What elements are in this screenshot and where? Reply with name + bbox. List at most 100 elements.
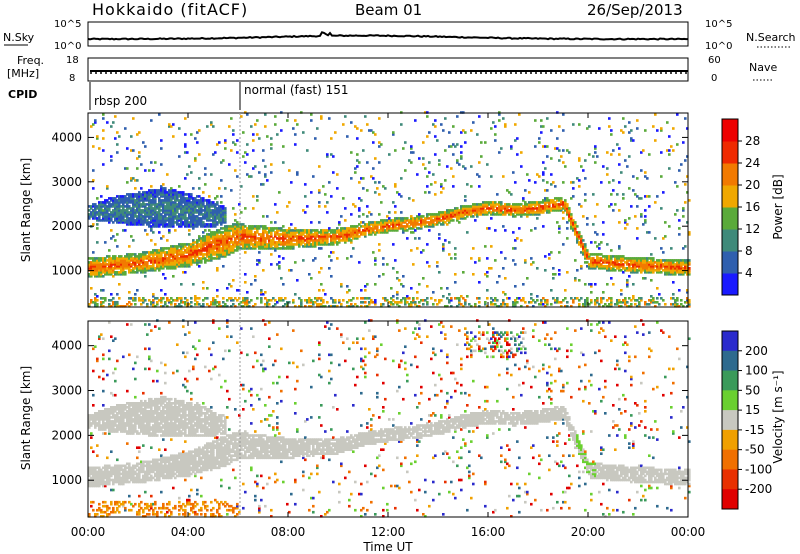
data-cell [178, 251, 181, 254]
data-cell [132, 117, 135, 120]
data-cell [482, 209, 485, 212]
data-cell [270, 147, 273, 150]
data-cell [200, 211, 203, 214]
data-cell [402, 219, 405, 222]
data-cell [102, 301, 105, 304]
data-cell [456, 207, 459, 210]
data-cell [454, 213, 457, 216]
data-cell [470, 213, 473, 216]
data-cell [308, 237, 311, 240]
data-cell [410, 221, 413, 224]
data-cell [98, 271, 101, 274]
data-cell [398, 221, 401, 224]
data-cell [116, 273, 119, 276]
data-cell [140, 197, 143, 200]
data-cell [184, 225, 187, 228]
data-cell [190, 195, 193, 198]
data-cell [278, 265, 281, 268]
data-cell [162, 219, 165, 222]
data-cell [674, 305, 677, 308]
data-cell [172, 217, 175, 220]
data-cell [134, 271, 137, 274]
data-cell [340, 229, 343, 232]
data-cell [686, 291, 689, 294]
data-cell [112, 215, 115, 218]
data-cell [364, 227, 367, 230]
data-cell [160, 219, 163, 222]
data-cell [564, 289, 567, 292]
data-cell [600, 299, 603, 302]
data-cell [516, 203, 519, 206]
data-cell [254, 165, 257, 168]
data-cell [114, 267, 117, 270]
data-cell [186, 223, 189, 226]
data-cell [154, 199, 157, 202]
data-cell [568, 219, 571, 222]
data-cell [124, 263, 127, 266]
data-cell [392, 299, 395, 302]
data-cell [678, 259, 681, 262]
data-cell [160, 251, 163, 254]
data-cell [380, 143, 383, 146]
data-cell [112, 199, 115, 202]
data-cell [152, 257, 155, 260]
data-cell [216, 245, 219, 248]
data-cell [156, 297, 159, 300]
data-cell [138, 219, 141, 222]
data-cell [418, 157, 421, 160]
data-cell [132, 177, 135, 180]
data-cell [88, 470, 91, 474]
data-cell [368, 231, 371, 234]
data-cell [174, 193, 177, 196]
data-cell [92, 265, 95, 268]
data-cell [238, 203, 241, 206]
data-cell [254, 233, 257, 236]
data-cell [118, 221, 121, 224]
data-cell [514, 263, 517, 266]
data-cell [100, 301, 103, 304]
data-cell [114, 257, 117, 260]
data-cell [142, 299, 145, 302]
data-cell [464, 303, 467, 306]
data-cell [192, 223, 195, 226]
data-cell [630, 129, 633, 132]
data-cell [452, 219, 455, 222]
data-cell [412, 225, 415, 228]
data-cell [410, 151, 413, 154]
data-cell [474, 261, 477, 264]
data-cell [202, 245, 205, 248]
data-cell [494, 229, 497, 232]
data-cell [366, 215, 369, 218]
data-cell [588, 283, 591, 286]
data-cell [472, 209, 475, 212]
data-cell [288, 239, 291, 242]
data-cell [644, 267, 647, 270]
data-cell [668, 265, 671, 268]
data-cell [184, 297, 187, 300]
data-cell [156, 189, 159, 192]
data-cell [218, 303, 221, 306]
data-cell [128, 219, 131, 222]
data-cell [324, 293, 327, 296]
data-cell [326, 243, 329, 246]
data-cell [208, 241, 211, 244]
data-cell [186, 261, 189, 264]
data-cell [530, 297, 533, 300]
data-cell [542, 179, 545, 182]
data-cell [318, 237, 321, 240]
data-cell [650, 295, 653, 298]
data-cell [120, 255, 123, 258]
data-cell [394, 185, 397, 188]
data-cell [504, 125, 507, 128]
data-cell [462, 165, 465, 168]
data-cell [114, 305, 117, 308]
data-cell [130, 193, 133, 196]
data-cell [670, 263, 673, 266]
data-cell [184, 255, 187, 258]
data-cell [680, 163, 683, 166]
data-cell [202, 221, 205, 224]
data-cell [634, 265, 637, 268]
data-cell [314, 245, 317, 248]
data-cell [180, 207, 183, 210]
data-cell [668, 269, 671, 272]
